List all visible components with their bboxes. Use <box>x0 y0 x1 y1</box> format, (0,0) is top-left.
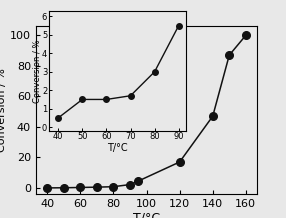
Y-axis label: Conversion / %: Conversion / % <box>0 68 7 152</box>
Y-axis label: Conversion / %: Conversion / % <box>33 39 42 103</box>
X-axis label: T/°C: T/°C <box>133 212 160 218</box>
X-axis label: T/°C: T/°C <box>107 143 128 153</box>
